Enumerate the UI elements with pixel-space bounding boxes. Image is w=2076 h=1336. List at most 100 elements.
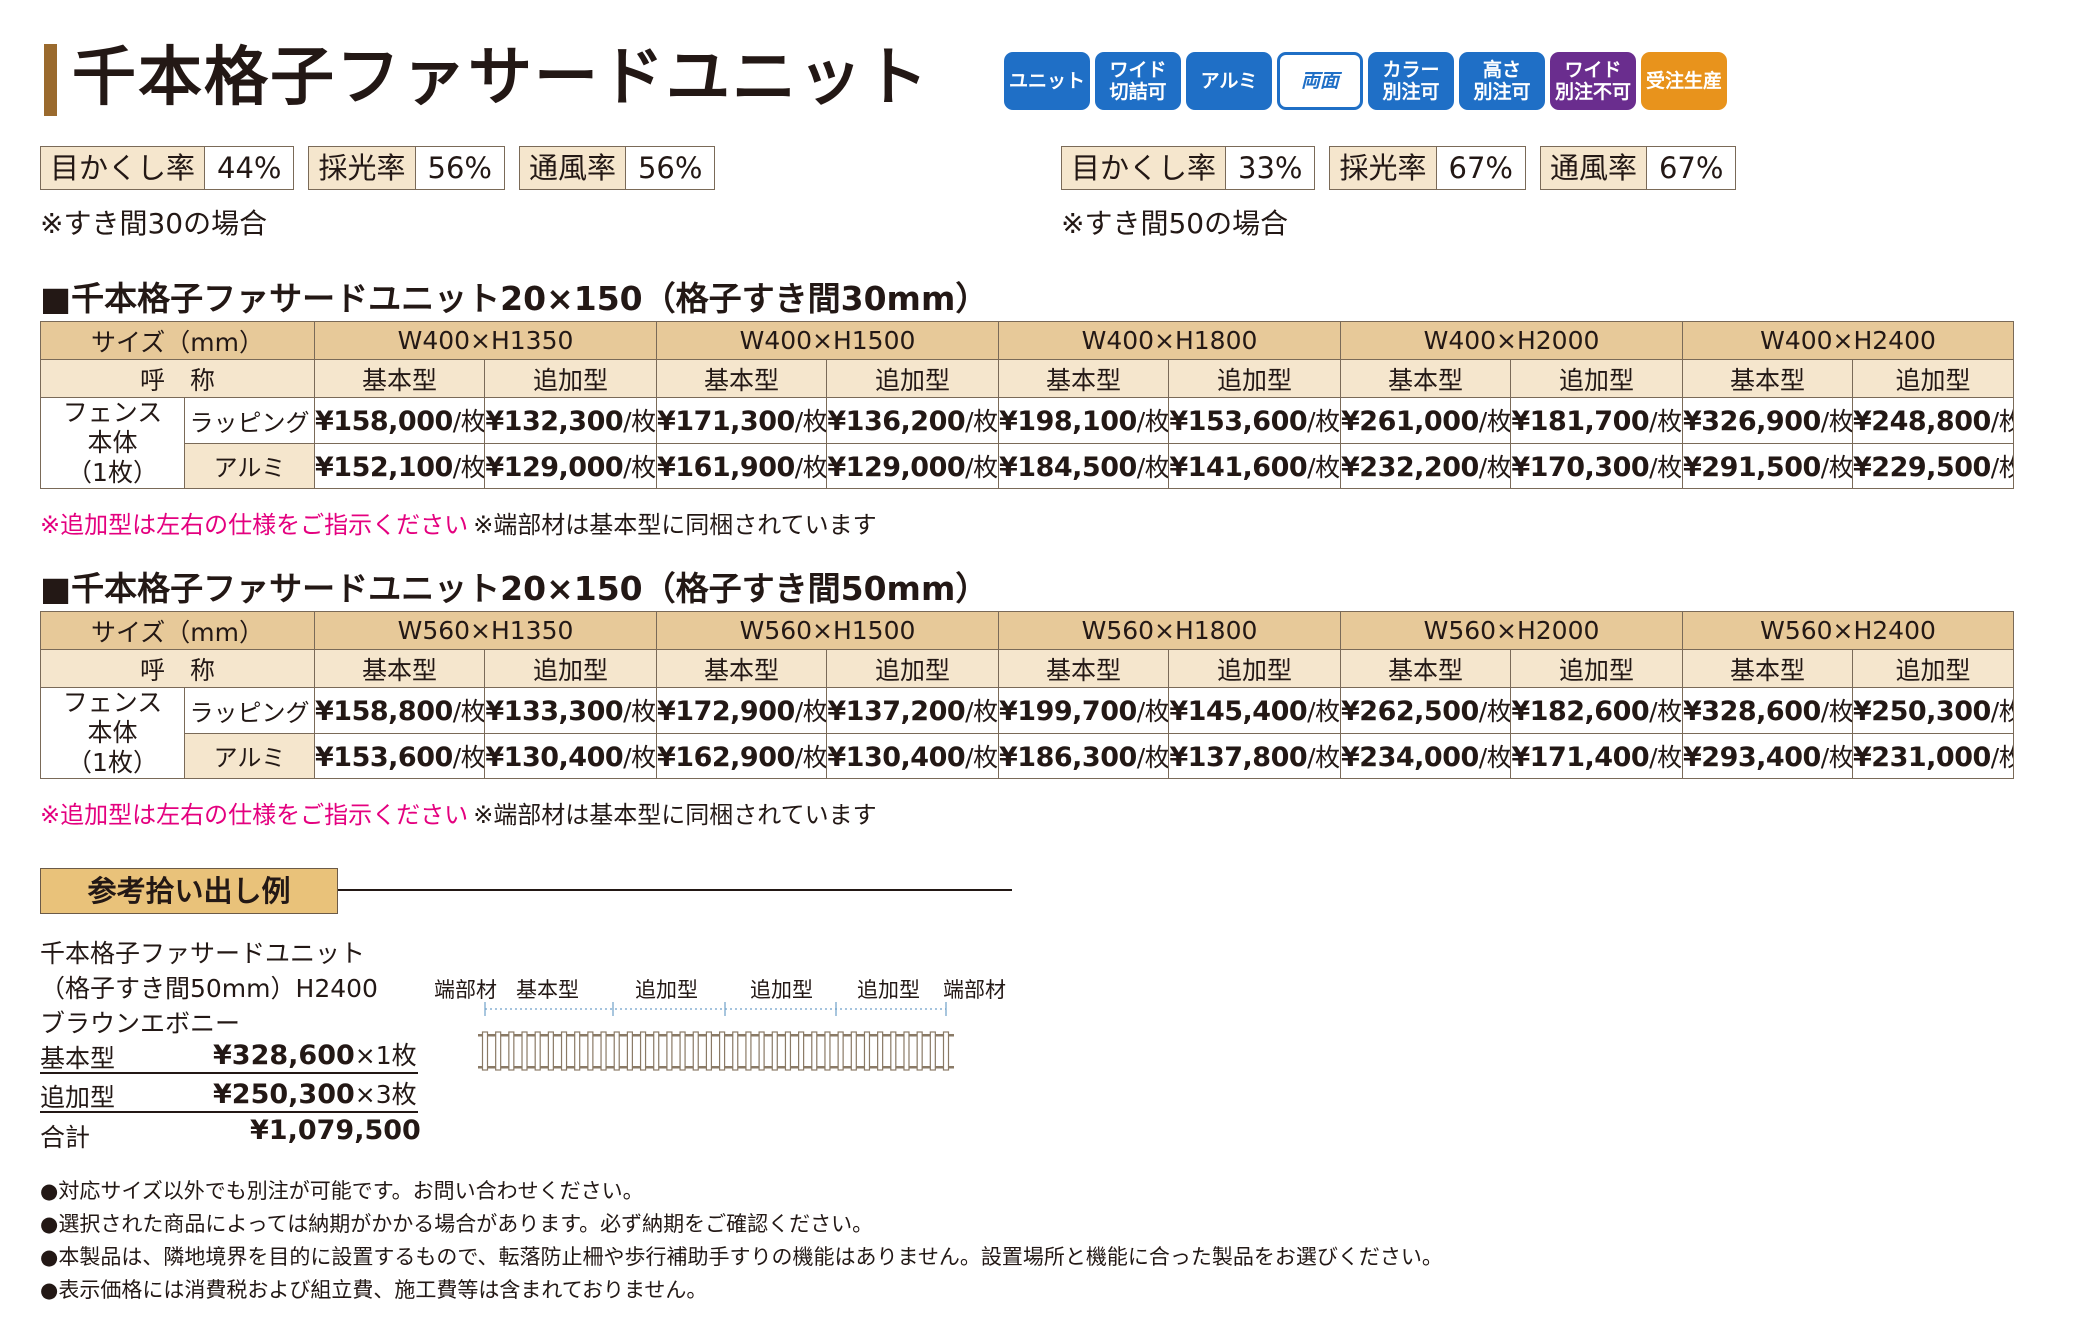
fence-slat	[666, 1031, 673, 1071]
price-unit: /枚	[1990, 697, 2013, 727]
price-cell: ¥141,600/枚	[1168, 442, 1341, 489]
price-value: ¥133,300	[485, 696, 624, 728]
fence-slat	[758, 1031, 765, 1071]
price-unit: /枚	[1820, 697, 1853, 727]
reference-divider	[40, 1111, 418, 1113]
price-cell: ¥293,400/枚	[1682, 732, 1853, 779]
ratio-label: 目かくし率	[1062, 147, 1226, 189]
price-unit: /枚	[623, 452, 656, 482]
kind-aluminum: アルミ	[184, 442, 315, 489]
price-unit: /枚	[1307, 452, 1340, 482]
type-basic: 基本型	[314, 649, 485, 688]
ratio-daylight: 採光率 56%	[308, 146, 505, 190]
reference-label: 参考拾い出し例	[40, 868, 338, 914]
fence-slat	[718, 1031, 726, 1071]
reference-item-price: ¥328,600	[213, 1040, 355, 1071]
type-basic: 基本型	[998, 649, 1169, 688]
reference-item-amount: ¥328,600×1枚	[213, 1036, 417, 1072]
feature-badges: ユニット ワイド 切詰可 アルミ 両面 カラー 別注可 高さ 別注可 ワイド 別…	[1004, 52, 1727, 110]
reference-line: （格子すき間50mm）H2400	[40, 974, 378, 1003]
fence-slat	[824, 1031, 831, 1071]
ratio-value: 33%	[1225, 147, 1314, 189]
price-cell: ¥130,400/枚	[484, 732, 657, 779]
price-cell: ¥153,600/枚	[1168, 397, 1341, 444]
price-value: ¥137,200	[827, 696, 966, 728]
price-value: ¥145,400	[1169, 696, 1308, 728]
ratio-value: 56%	[414, 147, 504, 189]
ratio-value: 67%	[1435, 147, 1525, 189]
price-value: ¥248,800	[1853, 406, 1992, 438]
size-header: W560×H1350	[314, 611, 657, 650]
reference-line: ブラウンエボニー	[40, 1009, 241, 1038]
price-unit: /枚	[965, 452, 998, 482]
price-value: ¥137,800	[1169, 741, 1308, 773]
ratio-label: 採光率	[309, 147, 415, 189]
note-end-parts: ※端部材は基本型に同梱されています	[473, 801, 877, 829]
badge-double-sided: 両面	[1277, 52, 1363, 110]
page-title: 千本格子ファサードユニット	[72, 41, 930, 115]
price-unit: /枚	[623, 407, 656, 437]
ratio-label: 目かくし率	[41, 147, 205, 189]
price-value: ¥141,600	[1169, 451, 1308, 483]
price-cell: ¥153,600/枚	[314, 732, 485, 779]
price-cell: ¥248,800/枚	[1852, 397, 2014, 444]
note-additional-spec: ※追加型は左右の仕様をご指示ください	[40, 511, 469, 539]
price-value: ¥162,900	[657, 741, 796, 773]
footnote: ●本製品は、隣地境界を目的に設置するもので、転落防止柵や歩行補助手すりの機能はあ…	[40, 1245, 1443, 1269]
price-unit: /枚	[1478, 697, 1511, 727]
size-row: サイズ（mm） W560×H1350 W560×H1500 W560×H1800…	[40, 611, 2014, 650]
price-value: ¥250,300	[1853, 696, 1992, 728]
type-additional: 追加型	[826, 359, 999, 398]
size-header: W400×H1350	[314, 321, 657, 360]
price-cell: ¥152,100/枚	[314, 442, 485, 489]
price-cell: ¥234,000/枚	[1340, 732, 1511, 779]
price-cell: ¥161,900/枚	[656, 442, 827, 489]
price-cell: ¥261,000/枚	[1340, 397, 1511, 444]
fence-panels	[478, 1031, 954, 1071]
fence-slat	[495, 1031, 502, 1071]
price-unit: /枚	[1478, 452, 1511, 482]
fence-slat	[784, 1031, 792, 1071]
size-header: W560×H2000	[1340, 611, 1683, 650]
price-unit: /枚	[1820, 742, 1853, 772]
type-additional: 追加型	[1852, 359, 2014, 398]
price-unit: /枚	[452, 697, 485, 727]
price-value: ¥130,400	[827, 741, 966, 773]
price-cell: ¥232,200/枚	[1340, 442, 1511, 489]
badge-aluminum: アルミ	[1186, 52, 1272, 110]
price-unit: /枚	[623, 742, 656, 772]
price-unit: /枚	[452, 407, 485, 437]
price-unit: /枚	[1307, 407, 1340, 437]
type-basic: 基本型	[656, 359, 827, 398]
size-header: W400×H2000	[1340, 321, 1683, 360]
fence-slat	[534, 1031, 541, 1071]
diagram-label-additional: 追加型	[857, 978, 920, 1002]
type-additional: 追加型	[1852, 649, 2014, 688]
price-unit: /枚	[965, 742, 998, 772]
fence-slat	[811, 1031, 818, 1071]
fence-slat	[929, 1031, 936, 1071]
table-row: フェンス 本体 （1枚） ラッピング ¥158,000/枚 ¥132,300/枚…	[40, 397, 2014, 489]
price-value: ¥186,300	[999, 741, 1138, 773]
price-value: ¥136,200	[827, 406, 966, 438]
fence-slat	[863, 1031, 871, 1071]
ratio-label: 採光率	[1330, 147, 1436, 189]
fence-slat	[481, 1031, 489, 1071]
price-cell: ¥291,500/枚	[1682, 442, 1853, 489]
price-unit: /枚	[1649, 407, 1682, 437]
price-cell: ¥129,000/枚	[484, 442, 657, 489]
size-header: W400×H1500	[656, 321, 999, 360]
price-cell: ¥129,000/枚	[826, 442, 999, 489]
price-unit: /枚	[1990, 742, 2013, 772]
price-cell: ¥250,300/枚	[1852, 687, 2014, 734]
reference-item-qty: ×3枚	[354, 1080, 417, 1109]
ratio-daylight: 採光率 67%	[1329, 146, 1526, 190]
price-unit: /枚	[1136, 452, 1169, 482]
fence-slat	[600, 1031, 607, 1071]
ratio-label: 通風率	[1540, 147, 1646, 189]
fence-slat	[692, 1031, 699, 1071]
table-notes-30mm: ※追加型は左右の仕様をご指示ください ※端部材は基本型に同梱されています	[40, 505, 877, 540]
price-unit: /枚	[965, 407, 998, 437]
row-head-line: 本体	[87, 428, 138, 457]
ratio-ventilation: 通風率 67%	[1539, 146, 1737, 190]
